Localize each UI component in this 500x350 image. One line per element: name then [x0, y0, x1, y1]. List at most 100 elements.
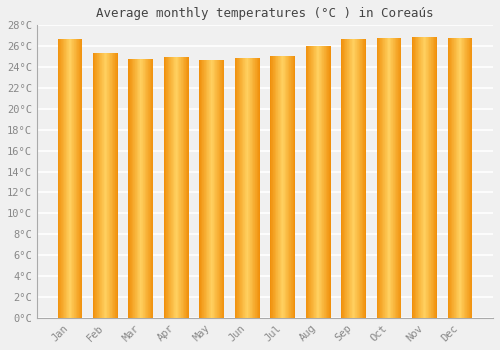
Bar	[98, 54, 99, 318]
Bar	[427, 37, 428, 318]
Bar	[173, 57, 174, 318]
Bar	[327, 46, 328, 318]
Bar	[64, 39, 65, 318]
Bar	[247, 58, 248, 318]
Bar	[254, 58, 256, 318]
Bar	[256, 58, 257, 318]
Bar	[242, 58, 243, 318]
Bar	[105, 54, 106, 318]
Bar	[349, 39, 350, 318]
Bar	[294, 56, 295, 318]
Bar	[353, 39, 354, 318]
Bar	[308, 46, 309, 318]
Bar	[218, 60, 219, 318]
Bar	[113, 54, 114, 318]
Bar	[206, 60, 207, 318]
Bar	[461, 38, 462, 318]
Bar	[164, 57, 165, 318]
Bar	[250, 58, 251, 318]
Bar	[359, 39, 360, 318]
Bar	[460, 38, 461, 318]
Bar	[67, 39, 68, 318]
Bar	[419, 37, 420, 318]
Bar	[150, 59, 151, 318]
Title: Average monthly temperatures (°C ) in Coreaús: Average monthly temperatures (°C ) in Co…	[96, 7, 434, 20]
Bar	[145, 59, 146, 318]
Bar	[328, 46, 330, 318]
Bar	[323, 46, 324, 318]
Bar	[277, 56, 278, 318]
Bar	[146, 59, 147, 318]
Bar	[102, 54, 103, 318]
Bar	[381, 38, 382, 318]
Bar	[420, 37, 422, 318]
Bar	[131, 59, 132, 318]
Bar	[81, 39, 82, 318]
Bar	[252, 58, 253, 318]
Bar	[450, 38, 451, 318]
Bar	[249, 58, 250, 318]
Bar	[62, 39, 63, 318]
Bar	[116, 54, 117, 318]
Bar	[178, 57, 179, 318]
Bar	[271, 56, 272, 318]
Bar	[343, 39, 344, 318]
Bar	[59, 39, 60, 318]
Bar	[464, 38, 465, 318]
Bar	[454, 38, 455, 318]
Bar	[70, 39, 71, 318]
Bar	[165, 57, 166, 318]
Bar	[324, 46, 325, 318]
Bar	[416, 37, 417, 318]
Bar	[377, 38, 378, 318]
Bar	[180, 57, 182, 318]
Bar	[186, 57, 187, 318]
Bar	[78, 39, 80, 318]
Bar	[386, 38, 387, 318]
Bar	[179, 57, 180, 318]
Bar	[235, 58, 236, 318]
Bar	[422, 37, 423, 318]
Bar	[423, 37, 424, 318]
Bar	[306, 46, 307, 318]
Bar	[276, 56, 277, 318]
Bar	[144, 59, 145, 318]
Bar	[398, 38, 399, 318]
Bar	[307, 46, 308, 318]
Bar	[325, 46, 326, 318]
Bar	[451, 38, 452, 318]
Bar	[251, 58, 252, 318]
Bar	[436, 37, 437, 318]
Bar	[274, 56, 275, 318]
Bar	[317, 46, 318, 318]
Bar	[285, 56, 286, 318]
Bar	[362, 39, 363, 318]
Bar	[316, 46, 317, 318]
Bar	[448, 38, 450, 318]
Bar	[176, 57, 177, 318]
Bar	[187, 57, 188, 318]
Bar	[128, 59, 129, 318]
Bar	[106, 54, 108, 318]
Bar	[63, 39, 64, 318]
Bar	[379, 38, 380, 318]
Bar	[202, 60, 203, 318]
Bar	[352, 39, 353, 318]
Bar	[204, 60, 205, 318]
Bar	[341, 39, 342, 318]
Bar	[429, 37, 430, 318]
Bar	[99, 54, 100, 318]
Bar	[434, 37, 435, 318]
Bar	[253, 58, 254, 318]
Bar	[94, 54, 95, 318]
Bar	[133, 59, 134, 318]
Bar	[354, 39, 355, 318]
Bar	[278, 56, 279, 318]
Bar	[240, 58, 241, 318]
Bar	[284, 56, 285, 318]
Bar	[322, 46, 323, 318]
Bar	[65, 39, 66, 318]
Bar	[257, 58, 258, 318]
Bar	[289, 56, 290, 318]
Bar	[214, 60, 215, 318]
